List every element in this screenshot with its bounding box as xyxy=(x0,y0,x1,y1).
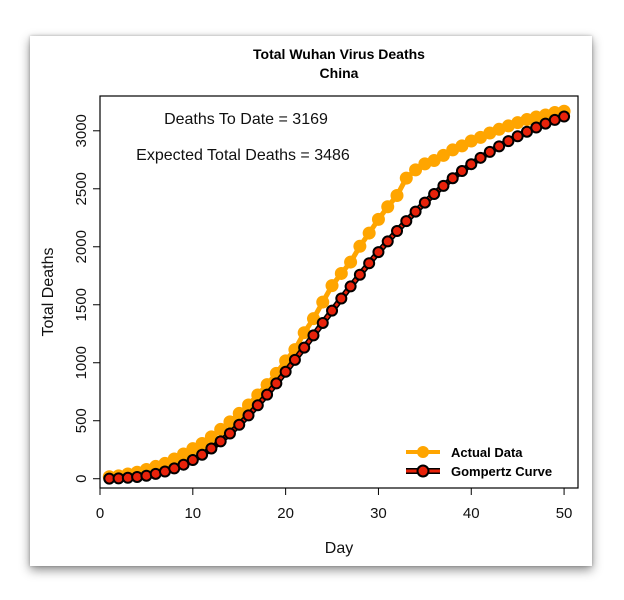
x-tick-label: 20 xyxy=(277,505,294,522)
data-point-actual xyxy=(325,279,339,293)
y-tick-label: 1000 xyxy=(73,346,90,379)
data-point-gompertz xyxy=(344,280,357,293)
data-point-gompertz xyxy=(558,110,571,123)
y-tick-label: 2500 xyxy=(73,172,90,205)
data-point-actual xyxy=(353,239,367,253)
series-line-actual xyxy=(109,108,565,480)
data-point-actual xyxy=(344,255,358,269)
data-point-actual xyxy=(409,163,423,177)
data-point-gompertz xyxy=(381,235,394,248)
data-point-gompertz xyxy=(186,454,199,467)
y-tick-label: 0 xyxy=(73,475,90,483)
data-point-gompertz xyxy=(474,151,487,164)
y-tick-label: 2000 xyxy=(73,230,90,263)
data-point-actual xyxy=(223,415,237,429)
data-point-gompertz xyxy=(493,140,506,153)
data-point-gompertz xyxy=(270,377,283,390)
data-point-gompertz xyxy=(233,418,246,431)
data-point-gompertz xyxy=(242,409,255,422)
annotation-deaths-to-date: Deaths To Date = 3169 xyxy=(164,111,328,128)
data-point-gompertz xyxy=(483,145,496,158)
chart-title: Total Wuhan Virus Deaths xyxy=(253,46,425,62)
annotation-expected-total: Expected Total Deaths = 3486 xyxy=(136,147,350,164)
data-point-actual xyxy=(371,212,385,226)
data-point-gompertz xyxy=(391,224,404,237)
chart-subtitle: China xyxy=(320,65,359,81)
data-point-gompertz xyxy=(335,292,348,305)
data-point-actual xyxy=(334,266,348,280)
data-point-gompertz xyxy=(279,365,292,378)
data-point-gompertz xyxy=(409,205,422,218)
data-point-actual xyxy=(232,406,246,420)
y-tick-label: 3000 xyxy=(73,114,90,147)
data-point-actual xyxy=(362,226,376,240)
data-point-gompertz xyxy=(326,304,339,317)
data-point-actual xyxy=(390,189,404,203)
data-point-gompertz xyxy=(372,246,385,259)
legend-marker-gompertz xyxy=(416,464,430,478)
data-point-actual xyxy=(214,422,228,436)
data-point-actual xyxy=(195,436,209,450)
data-point-gompertz xyxy=(288,353,301,366)
data-point-gompertz xyxy=(353,268,366,281)
data-point-gompertz xyxy=(455,165,468,178)
series-gompertz-curve xyxy=(103,110,571,485)
data-point-actual xyxy=(297,326,311,340)
data-point-actual xyxy=(381,200,395,214)
data-point-gompertz xyxy=(214,435,227,448)
data-point-gompertz xyxy=(363,257,376,270)
data-point-actual xyxy=(204,430,218,444)
data-point-gompertz xyxy=(251,399,264,412)
data-point-gompertz xyxy=(428,188,441,200)
x-tick-label: 40 xyxy=(463,505,480,522)
x-axis: 0 10 20 30 40 50 xyxy=(96,487,573,522)
y-axis-title: Total Deaths xyxy=(40,248,57,337)
data-point-gompertz xyxy=(196,448,209,461)
x-axis-title: Day xyxy=(325,540,353,557)
series-layer xyxy=(102,104,571,485)
data-point-gompertz xyxy=(307,329,320,342)
data-point-gompertz xyxy=(465,158,478,171)
legend-label-actual: Actual Data xyxy=(451,445,523,460)
data-point-gompertz xyxy=(316,316,329,329)
legend-label-gompertz: Gompertz Curve xyxy=(451,464,552,479)
data-point-gompertz xyxy=(437,179,450,192)
y-tick-label: 500 xyxy=(73,408,90,433)
legend: Actual Data Gompertz Curve xyxy=(406,445,552,479)
data-point-actual xyxy=(306,312,320,326)
data-point-gompertz xyxy=(223,427,236,440)
y-axis: 0 500 1000 1500 2000 2500 3000 xyxy=(73,114,101,483)
data-point-gompertz xyxy=(418,196,431,209)
y-tick-label: 1500 xyxy=(73,288,90,321)
x-tick-label: 10 xyxy=(184,505,201,522)
data-point-gompertz xyxy=(205,442,218,455)
data-point-gompertz xyxy=(446,172,459,185)
data-point-gompertz xyxy=(261,388,274,401)
data-point-actual xyxy=(316,295,330,309)
data-point-gompertz xyxy=(298,341,311,354)
data-point-actual xyxy=(399,171,413,185)
legend-marker-actual xyxy=(417,446,429,458)
data-point-gompertz xyxy=(511,130,524,143)
data-point-gompertz xyxy=(140,469,153,482)
x-tick-label: 50 xyxy=(556,505,573,522)
data-point-gompertz xyxy=(177,458,190,471)
data-point-gompertz xyxy=(502,135,515,148)
x-tick-label: 0 xyxy=(96,505,104,522)
x-tick-label: 30 xyxy=(370,505,387,522)
data-point-gompertz xyxy=(400,215,413,228)
